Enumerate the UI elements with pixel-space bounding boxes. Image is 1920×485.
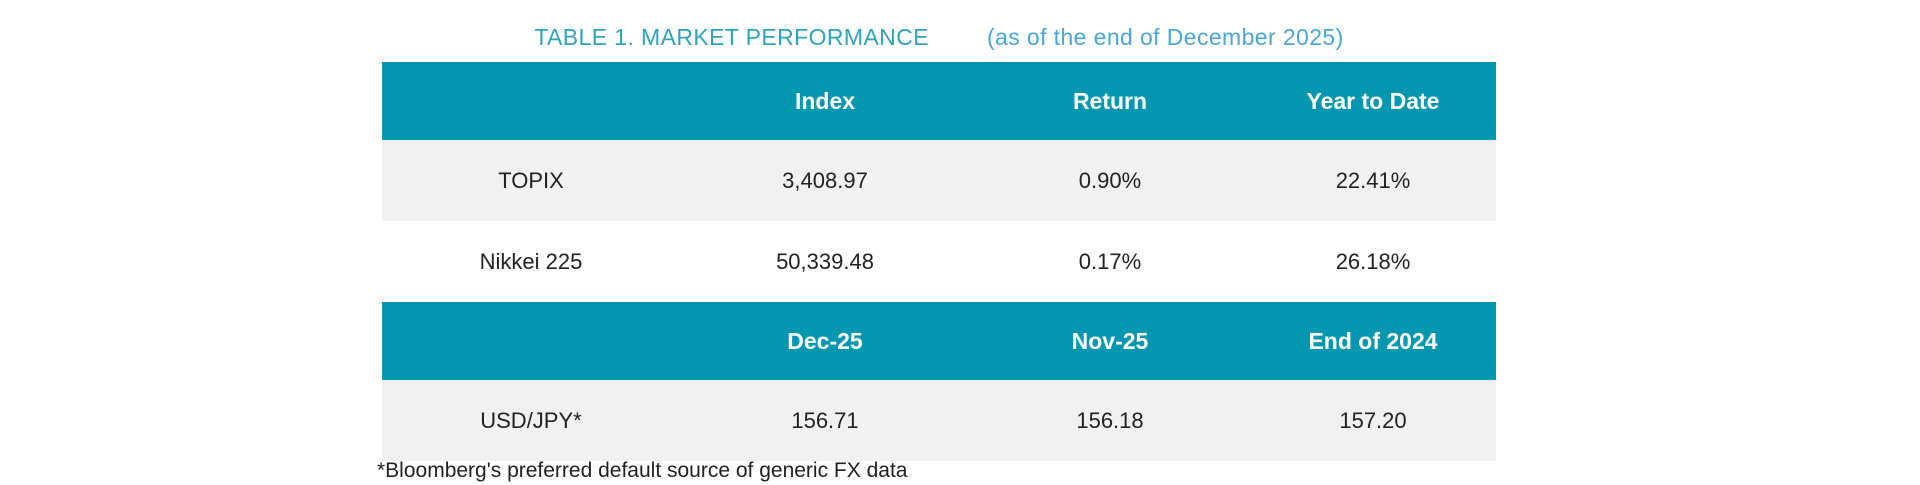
table-title: TABLE 1. MARKET PERFORMANCE (as of the en… bbox=[382, 24, 1496, 51]
usdjpy-nov25-value: 156.18 bbox=[1076, 407, 1144, 433]
usdjpy-dec25-value: 156.71 bbox=[791, 407, 859, 433]
footnote-bloomberg-source: *Bloomberg's preferred default source of… bbox=[377, 459, 908, 482]
topix-return-value: 0.90% bbox=[1078, 167, 1142, 193]
header-cell-index: Index bbox=[794, 87, 856, 114]
table-title-main: TABLE 1. MARKET PERFORMANCE bbox=[534, 24, 929, 50]
header-cell-year-to-date: Year to Date bbox=[1306, 87, 1440, 114]
header-cell-return: Return bbox=[1072, 87, 1148, 114]
market-performance-table: Index Return Year to Date TOPIX 3,408.97… bbox=[382, 62, 1496, 461]
row-label-topix: TOPIX bbox=[498, 167, 564, 193]
index-table-header-row: Index Return Year to Date bbox=[382, 62, 1496, 140]
row-label-usdjpy: USD/JPY* bbox=[480, 407, 582, 433]
table-row-usdjpy: USD/JPY* 156.71 156.18 157.20 bbox=[382, 380, 1496, 461]
nikkei225-return-value: 0.17% bbox=[1078, 248, 1142, 274]
table-title-date-note: (as of the end of December 2025) bbox=[986, 24, 1344, 50]
usdjpy-end2024-value: 157.20 bbox=[1339, 407, 1407, 433]
nikkei225-index-value: 50,339.48 bbox=[776, 248, 874, 274]
table-row-nikkei225: Nikkei 225 50,339.48 0.17% 26.18% bbox=[382, 221, 1496, 302]
topix-index-value: 3,408.97 bbox=[782, 167, 868, 193]
fx-table-header-row: Dec-25 Nov-25 End of 2024 bbox=[382, 302, 1496, 380]
topix-ytd-value: 22.41% bbox=[1335, 167, 1411, 193]
nikkei225-ytd-value: 26.18% bbox=[1335, 248, 1411, 274]
row-label-nikkei225: Nikkei 225 bbox=[479, 248, 583, 274]
header-cell-nov25: Nov-25 bbox=[1071, 327, 1149, 354]
header-cell-end-of-2024: End of 2024 bbox=[1308, 327, 1438, 354]
header-cell-dec25: Dec-25 bbox=[787, 327, 863, 354]
table-row-topix: TOPIX 3,408.97 0.90% 22.41% bbox=[382, 140, 1496, 221]
